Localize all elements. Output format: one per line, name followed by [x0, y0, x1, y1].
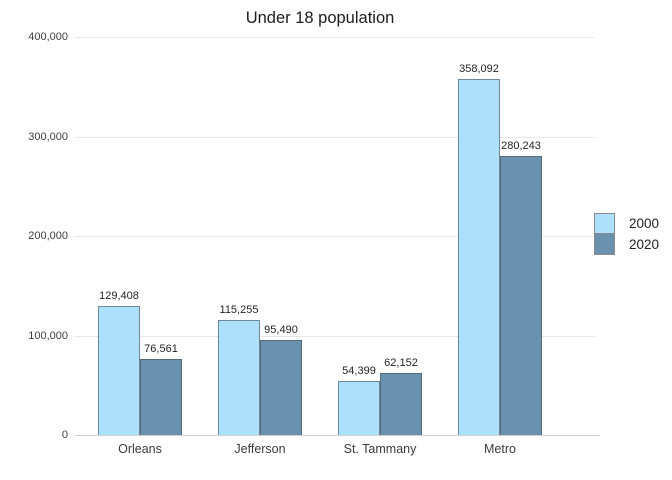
bar-value-label: 76,561	[144, 342, 178, 355]
y-tick-label: 100,000	[28, 329, 68, 342]
bar-2000-jefferson	[218, 320, 260, 435]
gridline	[75, 335, 595, 337]
bar-2000-st-tammany	[338, 380, 380, 435]
legend-item-2020: 2020	[594, 234, 659, 255]
bar-2020-metro	[500, 156, 542, 435]
bar-2020-jefferson	[260, 339, 302, 435]
x-category-label: St. Tammany	[343, 442, 417, 456]
x-category-label: Jefferson	[234, 442, 286, 456]
bar-value-label: 54,399	[342, 364, 376, 377]
gridline	[75, 236, 595, 237]
bar-value-label: 95,490	[264, 323, 298, 336]
x-category-label: Orleans	[118, 442, 162, 456]
legend-label: 2020	[629, 237, 660, 252]
legend-item-2000: 2000	[594, 213, 659, 234]
y-tick-label: 0	[61, 429, 68, 441]
gridline	[75, 37, 595, 38]
legend-swatch-2020	[594, 234, 615, 255]
bar-2000-orleans	[98, 306, 140, 435]
legend-label: 2000	[629, 216, 660, 231]
bar-2000-metro	[458, 78, 500, 435]
bar-value-label: 62,152	[384, 357, 418, 370]
y-tick-label: 300,000	[28, 130, 68, 143]
bar-value-label: 358,092	[459, 62, 499, 75]
x-axis-line	[75, 435, 600, 436]
y-tick-label: 400,000	[28, 31, 68, 43]
y-tick-label: 200,000	[28, 230, 68, 242]
legend: 2000 2020	[594, 213, 659, 255]
chart-title: Under 18 population	[245, 9, 395, 27]
bar-2020-orleans	[140, 358, 182, 435]
x-category-label: Metro	[484, 442, 516, 456]
gridline	[75, 136, 595, 138]
bar-value-label: 280,243	[501, 140, 541, 153]
bar-value-label: 115,255	[219, 304, 259, 317]
bar-value-label: 129,408	[99, 290, 139, 303]
bar-2020-st-tammany	[380, 373, 422, 435]
legend-swatch-2000	[594, 213, 615, 234]
